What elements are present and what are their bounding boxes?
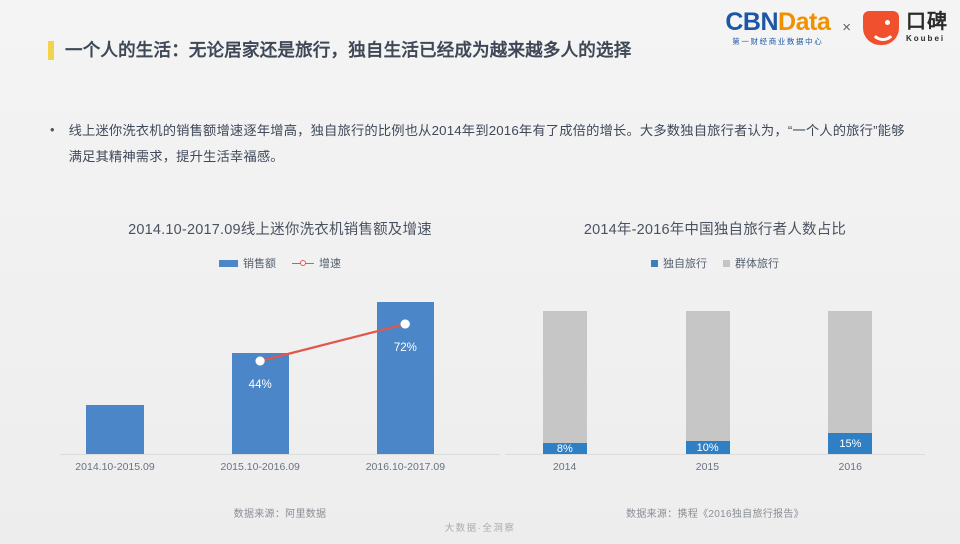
chart-solo-traveler-share: 2014年-2016年中国独自旅行者人数占比 独自旅行 群体旅行 8% bbox=[505, 218, 925, 520]
x-tick-2016: 2016 bbox=[838, 461, 862, 473]
solo-travel-segment-0[interactable]: 8% bbox=[542, 443, 587, 456]
chart-left-axis bbox=[60, 454, 500, 455]
body-bullet: • 线上迷你洗衣机的销售额增速逐年增高，独自旅行的比例也从2014年到2016年… bbox=[50, 118, 905, 170]
koubei-wordmark-en: Koubei bbox=[906, 34, 946, 44]
bar-column-1[interactable]: 44% bbox=[231, 285, 289, 455]
chart-right-tick-row: 2014 2015 2016 bbox=[505, 461, 925, 483]
group-travel-segment-1[interactable] bbox=[685, 311, 730, 441]
legend-swatch-solo-icon bbox=[651, 259, 658, 267]
chart-left-source: 数据来源：阿里数据 bbox=[233, 509, 327, 520]
legend-label-sales: 销售额 bbox=[243, 258, 276, 270]
bullet-marker: • bbox=[50, 122, 55, 137]
solo-value-label-0: 8% bbox=[556, 443, 573, 456]
chart-right-title: 2014年-2016年中国独自旅行者人数占比 bbox=[583, 222, 847, 238]
stack-column-2[interactable]: 15% bbox=[828, 285, 873, 455]
solo-value-label-1: 10% bbox=[696, 441, 719, 454]
koubei-smile-icon bbox=[863, 10, 899, 45]
legend-label-group: 群体旅行 bbox=[735, 258, 779, 270]
stacked-bar-0[interactable]: 8% bbox=[542, 311, 587, 456]
growth-label-2: 72% bbox=[393, 342, 417, 354]
bar-column-2[interactable]: 72% bbox=[376, 285, 434, 455]
growth-label-1: 44% bbox=[248, 379, 272, 391]
koubei-eye-dot bbox=[885, 19, 890, 25]
solo-travel-segment-2[interactable]: 15% bbox=[828, 433, 873, 455]
solo-value-label-2: 15% bbox=[839, 438, 862, 451]
legend-label-growth: 增速 bbox=[319, 258, 341, 270]
x-tick-2014: 2014 bbox=[552, 461, 577, 473]
koubei-wordmark-cn: 口碑 bbox=[906, 11, 948, 34]
growth-point-2 bbox=[400, 319, 410, 329]
koubei-wordmark: 口碑 Koubei bbox=[906, 12, 948, 43]
legend-item-solo[interactable]: 独自旅行 bbox=[651, 255, 707, 271]
chart-mini-washer-sales: 2014.10-2017.09线上迷你洗衣机销售额及增速 销售额 增速 44% bbox=[60, 218, 500, 520]
logo-separator-x: × bbox=[842, 19, 851, 37]
chart-right-plot-area: 8% 10% 15% bbox=[505, 285, 925, 455]
growth-trend-line bbox=[255, 319, 410, 366]
group-travel-segment-2[interactable] bbox=[828, 311, 873, 434]
x-tick-1: 2015.10-2016.09 bbox=[220, 461, 300, 473]
x-tick-2: 2016.10-2017.09 bbox=[365, 461, 446, 473]
chart-left-title: 2014.10-2017.09线上迷你洗衣机销售额及增速 bbox=[128, 222, 432, 238]
x-tick-2015: 2015 bbox=[695, 461, 720, 473]
stacked-bar-1[interactable]: 10% bbox=[685, 311, 730, 455]
x-tick-0: 2014.10-2015.09 bbox=[75, 461, 155, 473]
chart-left-plot-area: 44% 72% bbox=[60, 285, 500, 455]
legend-swatch-bar-icon bbox=[219, 259, 238, 267]
cbndata-subtitle: 第一财经商业数据中心 bbox=[732, 37, 824, 46]
title-accent-bar bbox=[48, 41, 54, 60]
title-text: 一个人的生活：无论居家还是旅行，独自生活已经成为越来越多人的选择 bbox=[65, 40, 632, 60]
growth-point-1 bbox=[255, 356, 265, 366]
bar-column-0[interactable] bbox=[86, 285, 144, 455]
stacked-bar-2[interactable]: 15% bbox=[828, 311, 873, 455]
bullet-paragraph: 线上迷你洗衣机的销售额增速逐年增高，独自旅行的比例也从2014年到2016年有了… bbox=[68, 123, 905, 164]
chart-right-source: 数据来源：携程《2016独自旅行报告》 bbox=[626, 509, 804, 520]
koubei-smile-curve bbox=[870, 23, 896, 41]
chart-left-tick-row: 2014.10-2015.09 2015.10-2016.09 2016.10-… bbox=[60, 461, 500, 483]
koubei-logo: 口碑 Koubei bbox=[863, 10, 948, 45]
legend-swatch-group-icon bbox=[723, 259, 730, 267]
chart-right-axis bbox=[505, 454, 925, 455]
cbndata-wordmark: CBNData bbox=[725, 10, 830, 35]
stack-column-0[interactable]: 8% bbox=[542, 285, 587, 456]
stack-column-1[interactable]: 10% bbox=[685, 285, 730, 455]
sales-bar-0[interactable] bbox=[86, 405, 144, 455]
legend-label-solo: 独自旅行 bbox=[663, 258, 707, 270]
legend-swatch-line-icon bbox=[292, 260, 314, 267]
chart-left-legend: 销售额 增速 bbox=[60, 255, 500, 271]
legend-item-growth[interactable]: 增速 bbox=[292, 255, 341, 271]
group-travel-segment-0[interactable] bbox=[542, 311, 587, 444]
page-title: 一个人的生活：无论居家还是旅行，独自生活已经成为越来越多人的选择 bbox=[48, 37, 700, 64]
sales-bar-2[interactable]: 72% bbox=[376, 302, 434, 455]
solo-travel-segment-1[interactable]: 10% bbox=[685, 440, 730, 455]
legend-item-group[interactable]: 群体旅行 bbox=[723, 255, 779, 271]
cbndata-logo: CBNData 第一财经商业数据中心 bbox=[725, 10, 830, 46]
slide-footer: 大数据·全洞察 bbox=[444, 523, 516, 534]
sales-bar-1[interactable]: 44% bbox=[231, 353, 289, 455]
brand-logo-row: CBNData 第一财经商业数据中心 × 口碑 Koubei bbox=[725, 10, 948, 46]
cbndata-wordmark-data: Data bbox=[778, 8, 831, 36]
legend-item-sales[interactable]: 销售额 bbox=[219, 255, 276, 271]
chart-right-legend: 独自旅行 群体旅行 bbox=[505, 255, 925, 271]
cbndata-wordmark-cbn: CBN bbox=[725, 8, 779, 36]
